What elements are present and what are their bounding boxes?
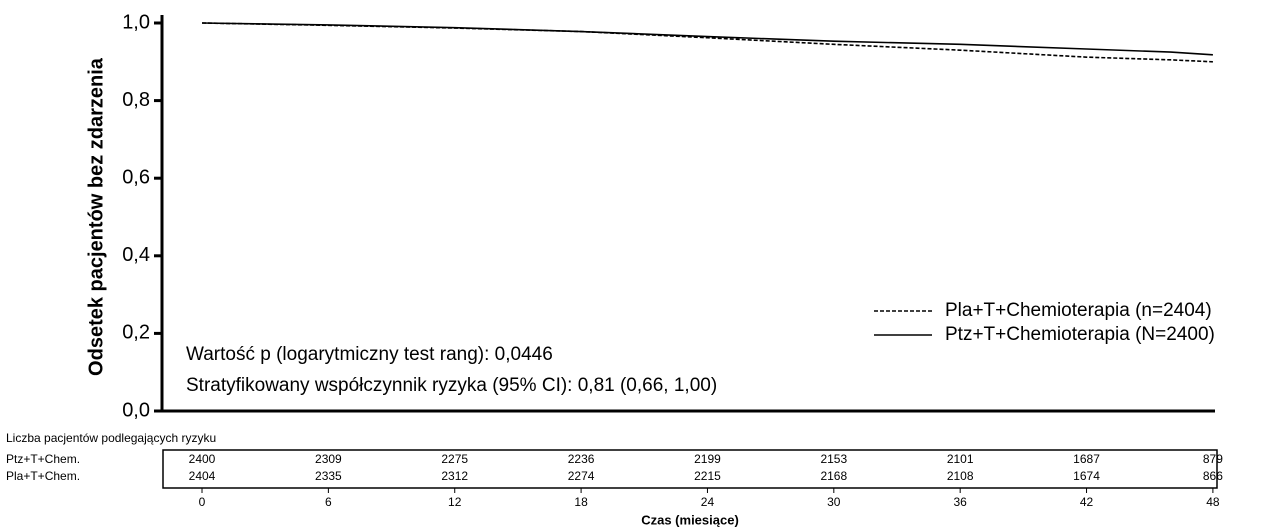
legend-label: Pla+T+Chemioterapia (n=2404) — [945, 300, 1212, 321]
risk-count: 2101 — [947, 452, 974, 466]
risk-table-box — [162, 449, 1218, 489]
risk-count: 2236 — [568, 452, 595, 466]
x-tick-label: 0 — [199, 495, 206, 509]
risk-count: 2199 — [694, 452, 721, 466]
annotation: Wartość p (logarytmiczny test rang): 0,0… — [186, 344, 553, 365]
risk-count: 2168 — [820, 469, 847, 483]
risk-count: 2335 — [315, 469, 342, 483]
risk-count: 2312 — [441, 469, 468, 483]
x-tick-label: 30 — [827, 495, 841, 509]
y-tick-label: 0,6 — [122, 166, 150, 188]
risk-count: 2400 — [189, 452, 216, 466]
risk-count: 2215 — [694, 469, 721, 483]
x-tick-label: 36 — [953, 495, 967, 509]
x-axis-label: Czas (miesiące) — [641, 512, 739, 527]
risk-count: 2274 — [568, 469, 595, 483]
risk-count: 866 — [1203, 469, 1223, 483]
y-tick-label: 0,0 — [122, 399, 150, 421]
x-tick-label: 48 — [1206, 495, 1220, 509]
legend-label: Ptz+T+Chemioterapia (N=2400) — [945, 324, 1215, 345]
risk-count: 2404 — [189, 469, 216, 483]
risk-count: 2309 — [315, 452, 342, 466]
x-tick-label: 42 — [1080, 495, 1094, 509]
x-tick-label: 18 — [574, 495, 588, 509]
survival-curve — [202, 22, 1213, 56]
x-tick-label: 24 — [701, 495, 715, 509]
y-tick-label: 0,4 — [122, 244, 150, 266]
risk-count: 2275 — [441, 452, 468, 466]
risk-row-label: Pla+T+Chem. — [6, 469, 80, 483]
y-tick-label: 0,2 — [122, 322, 150, 344]
risk-count: 2153 — [820, 452, 847, 466]
risk-count: 879 — [1203, 452, 1223, 466]
x-tick-label: 6 — [325, 495, 332, 509]
risk-count: 1687 — [1073, 452, 1100, 466]
risk-row-label: Ptz+T+Chem. — [6, 452, 80, 466]
risk-count: 1674 — [1073, 469, 1100, 483]
risk-count: 2108 — [947, 469, 974, 483]
y-tick-label: 0,8 — [122, 89, 150, 111]
annotation: Stratyfikowany współczynnik ryzyka (95% … — [186, 375, 717, 396]
x-tick-label: 12 — [448, 495, 462, 509]
y-axis-label: Odsetek pacjentów bez zdarzenia — [85, 57, 107, 376]
survival-curve — [201, 22, 1213, 63]
y-tick-label: 1,0 — [122, 11, 150, 33]
risk-table-title: Liczba pacjentów podlegających ryzyku — [6, 431, 216, 445]
